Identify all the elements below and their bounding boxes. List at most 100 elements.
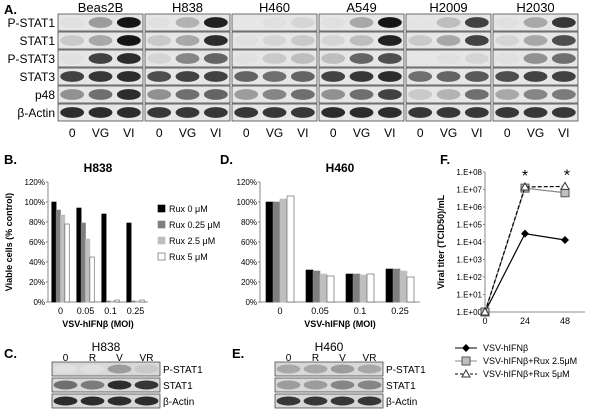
blot-band: [349, 71, 374, 82]
y-tick-label: 1.E+01: [456, 291, 482, 300]
blot-band: [377, 53, 402, 64]
blot-band: [107, 396, 132, 406]
blot-band: [330, 396, 355, 406]
protein-label: β-Actin: [386, 397, 417, 408]
blot-band: [321, 35, 346, 46]
lane-label: VG: [179, 126, 196, 140]
x-tick-label: 0.25: [391, 306, 409, 316]
y-tick-label: 1.E+07: [456, 186, 482, 195]
blot-strip: [51, 361, 161, 377]
bar: [352, 273, 361, 303]
blot-band: [495, 71, 520, 82]
blot-band: [330, 364, 355, 374]
blot-band: [60, 89, 85, 100]
blot-band: [147, 35, 172, 46]
bar: [392, 268, 401, 303]
y-tick-label: 60%: [241, 238, 257, 247]
bar: [114, 299, 120, 303]
lane-label: V: [116, 353, 123, 364]
legend-swatch: [157, 204, 166, 213]
x-tick-label: 0.05: [311, 306, 329, 316]
blot-band: [147, 89, 172, 100]
bar: [85, 238, 91, 303]
blot-band: [175, 17, 200, 28]
lane-label: VI: [558, 126, 569, 140]
blot-band: [234, 35, 259, 46]
blot-band: [175, 71, 200, 82]
blot-band: [495, 89, 520, 100]
blot-title: H460: [315, 340, 344, 354]
blot-band: [88, 53, 113, 64]
blot-band: [116, 35, 141, 46]
bar: [130, 300, 136, 303]
y-tick-label: 40%: [241, 258, 257, 267]
lane-label: 0: [330, 126, 337, 140]
data-point: [461, 368, 471, 378]
bar: [272, 201, 281, 303]
data-point: [480, 306, 490, 316]
blot-band: [80, 380, 105, 390]
bar: [279, 198, 288, 303]
protein-label: STAT1: [386, 381, 416, 392]
legend-label: Rux 5 μM: [169, 252, 208, 262]
blot-band: [147, 17, 172, 28]
lane-label: VI: [210, 126, 221, 140]
blot-band: [523, 35, 548, 46]
blot-band: [464, 53, 489, 64]
blot-band: [495, 53, 520, 64]
legend-label: Rux 0 μM: [169, 204, 208, 214]
lane-label: VR: [363, 353, 377, 364]
blot-band: [377, 107, 402, 118]
protein-label: p48: [35, 88, 55, 102]
bar: [359, 274, 368, 303]
cell-line-label: H460: [259, 0, 290, 15]
blot-band: [551, 71, 576, 82]
blot-band: [203, 71, 228, 82]
blot-band: [80, 364, 105, 374]
x-tick-label: 0.05: [77, 306, 95, 316]
cell-line-label: Beas2B: [78, 0, 124, 15]
bar: [110, 300, 116, 303]
data-point: [462, 344, 470, 352]
x-tick-label: 24: [520, 316, 530, 326]
blot-band: [88, 107, 113, 118]
panel-c-western-blot: H838 0 R V VR P-STAT1 STAT1 β-Actin: [51, 340, 203, 409]
bar: [60, 214, 66, 303]
blot-strip: [51, 377, 161, 393]
protein-label: β-Actin: [17, 106, 55, 120]
y-tick-label: 0%: [33, 298, 45, 307]
blot-band: [203, 107, 228, 118]
blot-band: [53, 380, 78, 390]
protein-label: P-STAT1: [163, 365, 203, 376]
y-tick-label: 60%: [29, 238, 45, 247]
blot-band: [88, 35, 113, 46]
x-tick-label: 0: [58, 306, 63, 316]
blot-strip: [274, 361, 384, 377]
blot-band: [495, 107, 520, 118]
panel-d-letter: D.: [220, 152, 233, 167]
legend-label: VSV-hIFNβ+Rux 2.5μM: [483, 356, 577, 366]
blot-band: [303, 396, 328, 406]
y-tick-label: 20%: [241, 278, 257, 287]
blot-band: [116, 71, 141, 82]
blot-band: [80, 396, 105, 406]
blot-band: [408, 53, 433, 64]
bar: [345, 273, 354, 303]
panel-e-western-blot: H460 0 R V VR P-STAT1 STAT1 β-Actin: [274, 340, 426, 409]
bar: [286, 195, 295, 303]
bar: [319, 273, 328, 303]
x-axis-label: VSV-hIFNβ (MOI): [62, 319, 134, 329]
blot-band: [53, 396, 78, 406]
blot-band: [303, 380, 328, 390]
lane-label: VR: [140, 353, 154, 364]
bar: [80, 222, 86, 303]
blot-band: [303, 364, 328, 374]
blot-band: [290, 71, 315, 82]
blot-band: [321, 89, 346, 100]
blot-band: [262, 17, 287, 28]
blot-band: [464, 71, 489, 82]
y-tick-label: 40%: [29, 258, 45, 267]
bar: [64, 223, 70, 303]
blot-band: [495, 17, 520, 28]
blot-band: [290, 35, 315, 46]
